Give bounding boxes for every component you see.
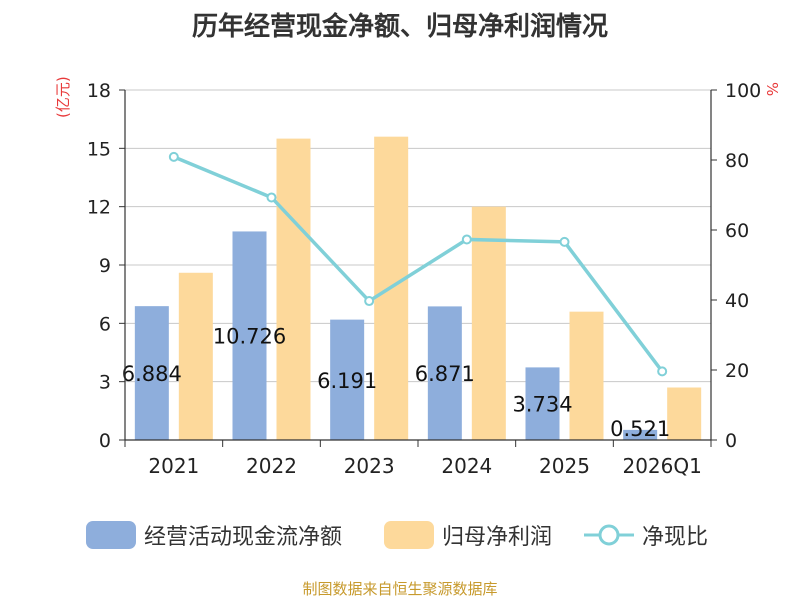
ratio-point xyxy=(657,366,668,377)
data-label: 3.734 xyxy=(512,393,572,417)
legend-label-netprofit: 归母净利润 xyxy=(442,525,553,550)
data-label: 0.521 xyxy=(610,417,670,441)
y-left-tick-label: 6 xyxy=(99,313,111,335)
bar-cashflow xyxy=(525,367,560,440)
y-left-tick-label: 12 xyxy=(87,197,111,219)
x-tick-label: 2024 xyxy=(441,454,492,478)
bar-cashflow xyxy=(623,429,658,440)
bar-cashflow xyxy=(330,319,365,440)
legend-item-ratio[interactable]: 净现比 xyxy=(584,518,708,552)
y-right-tick-label: 60 xyxy=(725,220,749,242)
ratio-point xyxy=(266,192,277,203)
chart-title: 历年经营现金净额、归母净利润情况 xyxy=(191,12,608,42)
bar-cashflow xyxy=(427,306,462,440)
ratio-point xyxy=(364,296,375,307)
ratio-point xyxy=(168,151,179,162)
bar-cashflow xyxy=(232,231,267,440)
ratio-point xyxy=(559,236,570,247)
y-left-tick-label: 3 xyxy=(99,372,111,394)
legend-label-cashflow: 经营活动现金流净额 xyxy=(144,525,343,550)
y-left-tick-label: 9 xyxy=(99,255,111,277)
ratio-point xyxy=(461,234,472,245)
data-label: 6.871 xyxy=(415,362,475,386)
legend-item-cashflow[interactable]: 经营活动现金流净额 xyxy=(86,518,342,552)
y-left-tick-label: 18 xyxy=(87,80,111,102)
x-tick-label: 2025 xyxy=(539,454,590,478)
bar-netprofit xyxy=(471,206,506,440)
y-left-tick-label: 0 xyxy=(99,430,111,452)
legend-swatch-netprofit xyxy=(384,521,434,549)
legend: 经营活动现金流净额 归母净利润 净现比 xyxy=(0,518,800,552)
data-label: 6.191 xyxy=(317,369,377,393)
bar-netprofit xyxy=(276,138,311,440)
source-note: 制图数据来自恒生聚源数据库 xyxy=(302,580,498,598)
x-tick-label: 2021 xyxy=(148,454,199,478)
y-right-tick-label: 0 xyxy=(725,430,737,452)
y-left-tick-label: 15 xyxy=(87,138,111,160)
legend-swatch-cashflow xyxy=(86,521,136,549)
ratio-line xyxy=(173,155,664,373)
x-tick-label: 2022 xyxy=(246,454,297,478)
bar-cashflow xyxy=(134,306,169,440)
data-label: 10.726 xyxy=(213,325,286,349)
bar-netprofit xyxy=(178,272,213,440)
y-right-tick-label: 40 xyxy=(725,290,749,312)
y-right-tick-label: 80 xyxy=(725,150,749,172)
y-right-tick-label: 20 xyxy=(725,360,749,382)
bar-netprofit xyxy=(667,387,702,440)
legend-item-netprofit[interactable]: 归母净利润 xyxy=(384,518,552,552)
data-label: 6.884 xyxy=(122,362,182,386)
x-tick-label: 2026Q1 xyxy=(622,454,701,478)
legend-line-icon xyxy=(584,521,634,549)
y-right-tick-label: 100 xyxy=(725,80,761,102)
legend-label-ratio: 净现比 xyxy=(642,525,709,550)
bar-netprofit xyxy=(569,311,604,440)
x-tick-label: 2023 xyxy=(344,454,395,478)
